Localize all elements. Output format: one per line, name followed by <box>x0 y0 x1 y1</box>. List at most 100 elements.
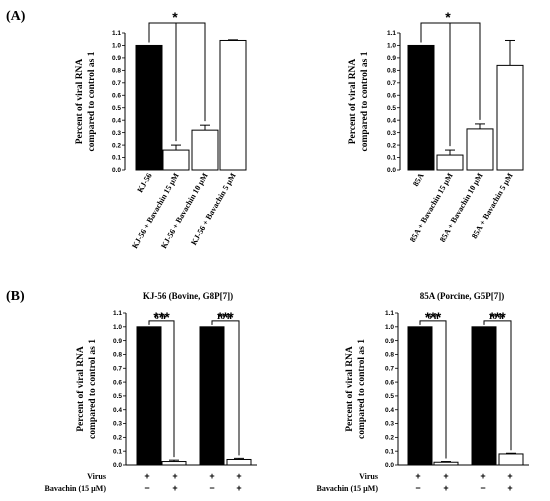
group-label: 18 h <box>216 311 232 321</box>
chart-1: 0.0 0.1 0.2 0.3 0.4 0.5 0.6 0.7 0.8 0.9 1.0 1.1 Perc… <box>75 9 247 250</box>
bar <box>191 129 219 171</box>
y-tick-label: 0.0 <box>113 462 122 469</box>
panel-label-b: (B) <box>6 289 25 304</box>
condition-sign: − <box>144 483 149 493</box>
condition-sign: + <box>415 471 420 481</box>
y-tick-label: 0.0 <box>387 167 396 174</box>
y-tick-label: 0.0 <box>112 167 121 174</box>
chart-3: 0.0 0.1 0.2 0.3 0.4 0.5 0.6 0.7 0.8 0.9 1.0 1.1 Perc… <box>45 291 257 493</box>
y-tick-label: 1.0 <box>385 324 394 331</box>
y-tick-label: 0.7 <box>112 80 121 87</box>
y-axis-label-line2: compared to control as 1 <box>87 51 97 151</box>
y-axis-label-line1: Percent of viral RNA <box>345 346 355 432</box>
bar <box>219 39 247 171</box>
significance-bracket <box>148 22 206 122</box>
condition-sign: + <box>172 471 177 481</box>
condition-sign: − <box>480 483 485 493</box>
y-tick-label: 0.8 <box>387 68 396 75</box>
y-tick-label: 0.5 <box>113 393 122 400</box>
y-tick-label: 0.6 <box>113 379 122 386</box>
y-tick-label: 0.9 <box>113 338 122 345</box>
group-label: 6 h <box>427 311 438 321</box>
condition-sign: − <box>209 483 214 493</box>
y-tick-label: 0.3 <box>387 130 396 137</box>
significance-marker: *** <box>489 309 506 325</box>
y-tick-label: 1.1 <box>385 310 394 317</box>
condition-sign: + <box>507 483 512 493</box>
bar <box>226 458 252 466</box>
y-tick-label: 1.1 <box>387 30 396 37</box>
y-tick-label: 0.9 <box>387 55 396 62</box>
y-tick-label: 0.6 <box>385 379 394 386</box>
significance-marker: *** <box>425 309 442 325</box>
y-tick-label: 0.5 <box>385 393 394 400</box>
y-tick-label: 0.7 <box>113 365 122 372</box>
y-tick-label: 0.9 <box>112 55 121 62</box>
significance-bracket <box>211 320 240 456</box>
y-tick-label: 1.1 <box>112 30 121 37</box>
y-tick-label: 0.4 <box>387 117 396 124</box>
significance-bracket <box>483 320 512 451</box>
bar <box>471 326 497 466</box>
y-tick-label: 0.1 <box>113 448 122 455</box>
condition-sign: + <box>507 471 512 481</box>
condition-sign: + <box>236 483 241 493</box>
y-axis-label-line1: Percent of viral RNA <box>76 346 86 432</box>
condition-sign: + <box>443 471 448 481</box>
y-tick-label: 0.1 <box>387 155 396 162</box>
y-axis-label-line2: compared to control as 1 <box>88 339 98 439</box>
condition-row-label: Virus <box>87 472 106 481</box>
y-tick-label: 0.4 <box>113 407 122 414</box>
bar <box>436 154 464 171</box>
condition-sign: + <box>443 483 448 493</box>
significance-bracket <box>148 320 175 458</box>
chart-4: 0.0 0.1 0.2 0.3 0.4 0.5 0.6 0.7 0.8 0.9 1.0 1.1 Perc… <box>317 291 529 493</box>
y-tick-label: 1.0 <box>113 324 122 331</box>
condition-sign: + <box>236 471 241 481</box>
condition-sign: + <box>209 471 214 481</box>
bar <box>466 128 494 171</box>
y-tick-label: 0.8 <box>112 68 121 75</box>
y-tick-label: 0.7 <box>387 80 396 87</box>
y-tick-label: 1.0 <box>112 43 121 50</box>
condition-sign: + <box>480 471 485 481</box>
y-tick-label: 0.5 <box>387 105 396 112</box>
y-tick-label: 0.8 <box>113 352 122 359</box>
y-tick-label: 0.3 <box>385 421 394 428</box>
condition-sign: + <box>144 471 149 481</box>
bar <box>407 44 435 171</box>
panel-label-a: (A) <box>6 9 26 24</box>
y-tick-label: 0.9 <box>385 338 394 345</box>
y-tick-label: 0.4 <box>112 117 121 124</box>
y-tick-label: 0.2 <box>113 435 122 442</box>
significance-marker: * <box>172 9 178 25</box>
y-tick-label: 0.3 <box>113 421 122 428</box>
bar <box>136 326 162 466</box>
y-tick-label: 0.1 <box>112 155 121 162</box>
bar <box>135 44 163 171</box>
bar <box>496 64 524 171</box>
y-tick-label: 0.5 <box>112 105 121 112</box>
significance-marker: *** <box>153 309 170 325</box>
group-label: 18 h <box>488 311 504 321</box>
y-tick-label: 0.7 <box>385 365 394 372</box>
y-tick-label: 0.6 <box>112 92 121 99</box>
chart-title: KJ-56 (Bovine, G8P[7]) <box>143 291 233 301</box>
bar <box>407 326 433 466</box>
y-tick-label: 0.1 <box>385 448 394 455</box>
bar <box>161 461 187 466</box>
significance-bracket <box>419 320 447 459</box>
condition-sign: + <box>172 483 177 493</box>
condition-row-label: Virus <box>359 472 378 481</box>
condition-row-label: Bavachin (15 µM) <box>45 484 107 493</box>
y-axis-label-line2: compared to control as 1 <box>357 339 367 439</box>
chart-2: 0.0 0.1 0.2 0.3 0.4 0.5 0.6 0.7 0.8 0.9 1.0 1.1 Perc… <box>348 9 524 244</box>
chart-title: 85A (Porcine, G5P[7]) <box>420 291 505 301</box>
y-tick-label: 0.4 <box>385 407 394 414</box>
y-axis-label-line1: Percent of viral RNA <box>348 59 358 145</box>
y-axis-label-line1: Percent of viral RNA <box>75 59 85 145</box>
group-label: 6 h <box>154 311 165 321</box>
bar <box>498 453 524 466</box>
y-tick-label: 0.8 <box>385 352 394 359</box>
